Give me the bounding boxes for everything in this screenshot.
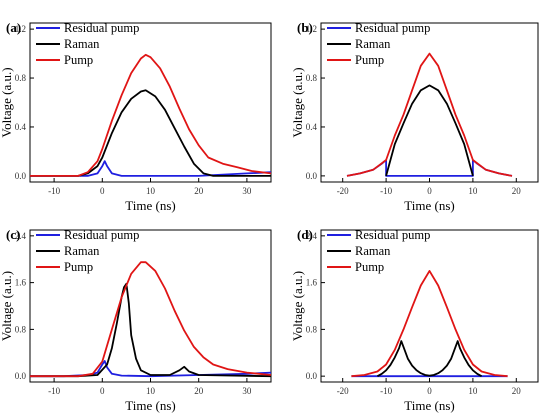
x-tick-label: 10 <box>146 386 156 396</box>
chart-panel: -20 -10 0 10 20 0.0 0.8 1.6 2.4 Time (ns) Voltage … <box>290 227 539 413</box>
y-axis-title: Voltage (a.u.) <box>0 271 14 341</box>
y-tick-label: 0.0 <box>15 371 27 381</box>
x-tick-label: 0 <box>427 386 432 396</box>
legend-label: Pump <box>355 260 384 274</box>
plot-frame <box>320 22 539 183</box>
y-tick-label: 1.6 <box>15 278 27 288</box>
x-tick-label: -10 <box>48 386 60 396</box>
x-tick-label: 10 <box>146 186 156 196</box>
plot-frame <box>320 229 539 383</box>
legend-label: Residual pump <box>355 21 430 35</box>
x-tick-label: -10 <box>380 186 392 196</box>
legend-label: Raman <box>355 244 391 258</box>
legend-label: Pump <box>64 260 93 274</box>
chart-panel: -10 0 10 20 30 0.0 0.8 1.6 2.4 Time (ns) Voltage (… <box>0 227 272 413</box>
legend-label: Raman <box>64 37 100 51</box>
panel-label: (d) <box>297 227 313 242</box>
y-tick-label: 1.2 <box>306 24 317 34</box>
x-tick-label: 0 <box>427 186 432 196</box>
y-tick-label: 0.8 <box>306 324 318 334</box>
x-tick-label: -20 <box>337 386 349 396</box>
y-tick-label: 1.2 <box>15 24 26 34</box>
x-tick-label: 10 <box>468 186 478 196</box>
x-tick-label: 10 <box>468 386 478 396</box>
series-line <box>30 89 271 177</box>
x-tick-label: -10 <box>380 386 392 396</box>
legend-label: Pump <box>64 53 93 67</box>
y-tick-label: 2.4 <box>15 231 27 241</box>
legend-label: Raman <box>355 37 391 51</box>
y-tick-label: 0.0 <box>15 171 27 181</box>
panel-label: (c) <box>6 227 20 242</box>
y-tick-label: 1.6 <box>306 278 318 288</box>
x-tick-label: 20 <box>512 386 522 396</box>
x-tick-label: 30 <box>242 186 252 196</box>
series-line <box>30 360 271 378</box>
x-tick-label: 0 <box>100 186 105 196</box>
y-tick-label: 0.4 <box>306 122 318 132</box>
y-axis-title: Voltage (a.u.) <box>0 67 14 137</box>
y-tick-label: 0.0 <box>306 171 318 181</box>
legend-label: Raman <box>64 244 100 258</box>
y-axis-title: Voltage (a.u.) <box>290 271 305 341</box>
x-tick-label: 30 <box>242 386 252 396</box>
series-line <box>351 269 508 378</box>
legend-label: Residual pump <box>64 228 139 242</box>
x-tick-label: 20 <box>194 386 204 396</box>
x-axis-title: Time (ns) <box>404 198 454 213</box>
y-tick-label: 0.0 <box>306 371 318 381</box>
series-line <box>30 53 271 177</box>
series-line <box>346 159 513 177</box>
x-tick-label: 20 <box>194 186 204 196</box>
y-tick-label: 0.8 <box>306 73 318 83</box>
legend-label: Pump <box>355 53 384 67</box>
series-line <box>376 340 483 377</box>
y-tick-label: 2.4 <box>306 231 318 241</box>
x-axis-title: Time (ns) <box>404 398 454 413</box>
series-line <box>385 84 474 177</box>
legend-label: Residual pump <box>64 21 139 35</box>
x-tick-label: 20 <box>512 186 522 196</box>
x-tick-label: -20 <box>337 186 349 196</box>
y-tick-label: 0.8 <box>15 324 27 334</box>
series-line <box>30 261 271 378</box>
y-tick-label: 0.8 <box>15 73 27 83</box>
y-axis-title: Voltage (a.u.) <box>290 67 305 137</box>
x-tick-label: 0 <box>100 386 105 396</box>
panel-label: (b) <box>297 20 313 35</box>
panel-label: (a) <box>6 20 21 35</box>
series-line <box>30 160 271 177</box>
x-axis-title: Time (ns) <box>125 198 175 213</box>
x-tick-label: -10 <box>48 186 60 196</box>
y-tick-label: 0.4 <box>15 122 27 132</box>
chart-panel: -10 0 10 20 30 0.0 0.4 0.8 1.2 Time (ns) Voltage (… <box>0 20 272 213</box>
series-line <box>346 52 513 177</box>
legend-label: Residual pump <box>355 228 430 242</box>
x-axis-title: Time (ns) <box>125 398 175 413</box>
series-line <box>30 282 271 378</box>
chart-panel: -20 -10 0 10 20 0.0 0.4 0.8 1.2 Time (ns) Voltage … <box>290 20 539 213</box>
